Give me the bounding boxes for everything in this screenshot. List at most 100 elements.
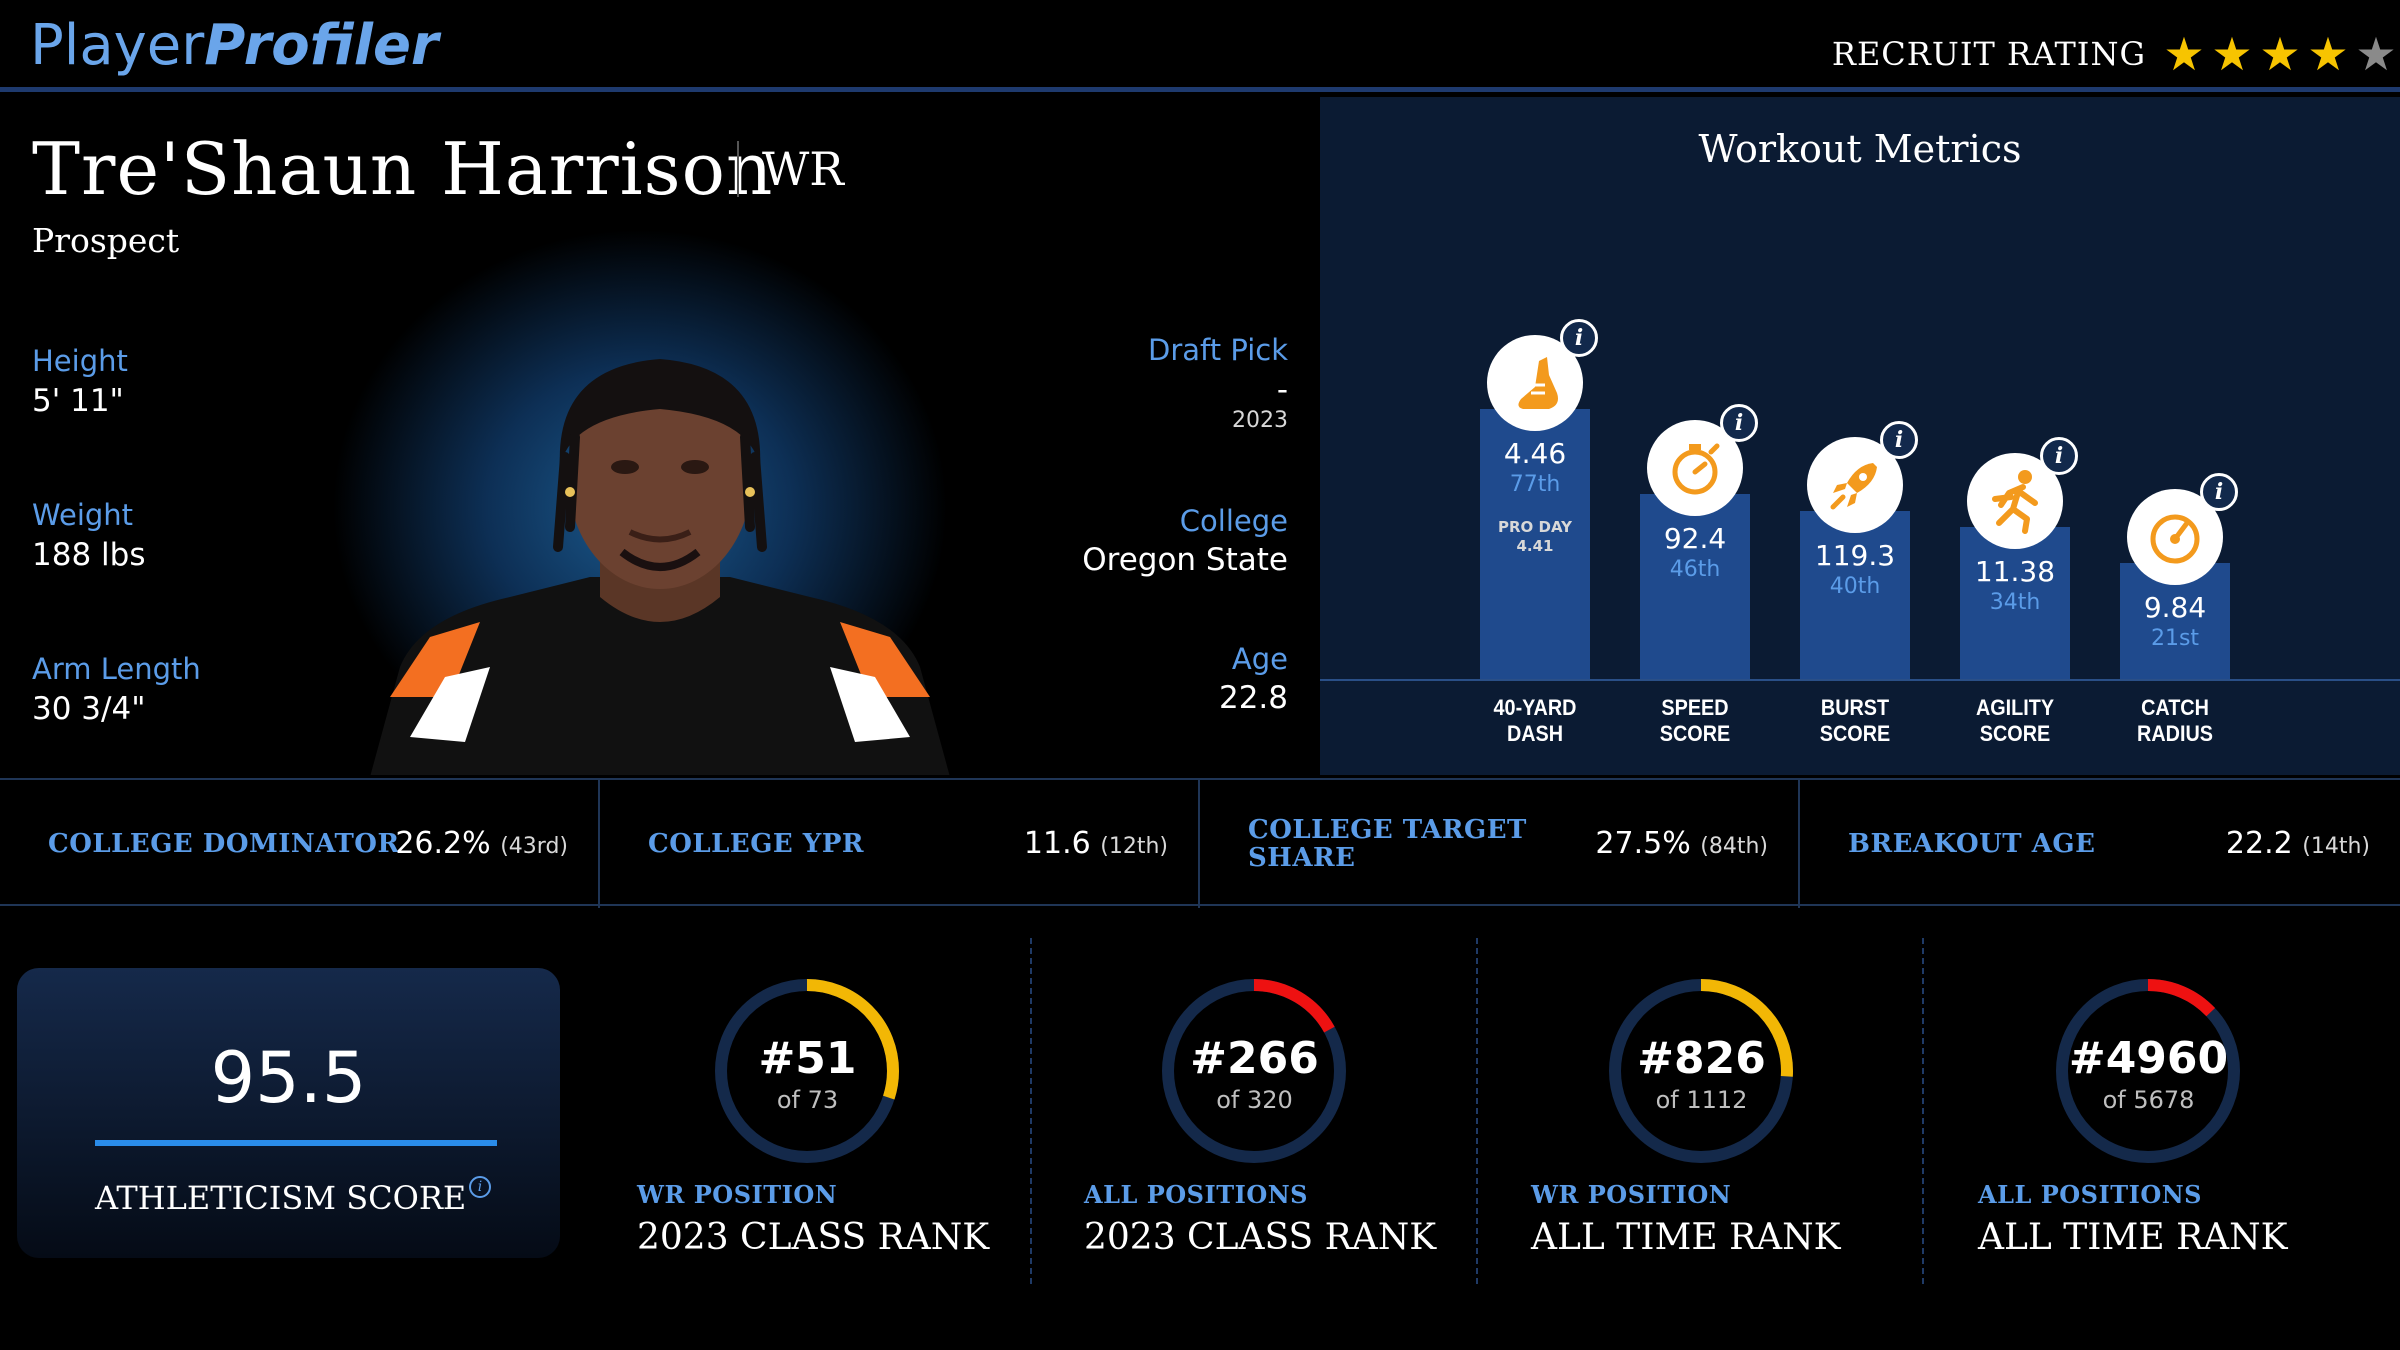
metric-bar xyxy=(1640,494,1750,679)
metric-name: SPEED xyxy=(1661,695,1729,720)
metric-value: 9.84 xyxy=(2143,591,2207,624)
name-position-divider xyxy=(737,141,739,197)
metric-name-line2: SCORE xyxy=(1819,721,1891,746)
info-icon[interactable]: i xyxy=(1560,319,1598,357)
draft-pick-value: - xyxy=(1276,372,1288,408)
stat-cell: COLLEGE YPR 11.6 (12th) xyxy=(600,780,1200,908)
player-status: Prospect xyxy=(32,221,180,260)
arm-length-value: 30 3/4" xyxy=(32,691,146,727)
star-filled-icon: ★ xyxy=(2211,27,2253,81)
metric-name-line2: SCORE xyxy=(1979,721,2051,746)
dashed-divider xyxy=(1476,938,1478,1284)
draft-pick-label: Draft Pick xyxy=(1148,333,1288,367)
rank-progress-ring xyxy=(715,979,899,1163)
stat-value: 27.5% xyxy=(1595,826,1691,861)
info-icon[interactable]: i xyxy=(469,1176,491,1198)
rank-progress-ring xyxy=(1162,979,1346,1163)
rank-block: #826 of 1112 WR POSITION ALL TIME RANK xyxy=(1479,908,1924,1350)
target-icon xyxy=(2150,514,2200,564)
athleticism-score-label: ATHLETICISM SCORE xyxy=(95,1179,467,1217)
height-label: Height xyxy=(32,344,128,378)
stat-rank: (43rd) xyxy=(500,834,568,859)
star-filled-icon: ★ xyxy=(2163,27,2205,81)
metric-value: 4.46 xyxy=(1503,437,1567,470)
star-rating: ★ ★ ★ ★ ★ xyxy=(2160,29,2400,79)
metric-value: 11.38 xyxy=(1974,555,2056,589)
draft-year: 2023 xyxy=(1232,408,1288,433)
logo[interactable]: PlayerProfiler xyxy=(30,14,439,78)
metric-name: BURST xyxy=(1820,695,1890,720)
metric-rank: 34th xyxy=(1989,590,2041,616)
metric-name: CATCH xyxy=(2141,695,2209,720)
info-icon[interactable]: i xyxy=(2200,473,2238,511)
dashed-divider xyxy=(1922,938,1924,1284)
rank-title: 2023 CLASS RANK xyxy=(637,1217,990,1258)
info-icon[interactable]: i xyxy=(2040,437,2078,476)
weight-label: Weight xyxy=(32,498,134,532)
pro-day-value: 4.41 xyxy=(1516,537,1554,555)
rank-number: #826 xyxy=(1637,1033,1766,1084)
metric-bar xyxy=(1800,510,1910,679)
rank-block: #266 of 320 ALL POSITIONS 2023 CLASS RANK xyxy=(1032,908,1477,1350)
college-value: Oregon State xyxy=(1082,542,1288,578)
college-stats-strip: COLLEGE DOMINATOR 26.2% (43rd) COLLEGE YPR… xyxy=(0,778,2400,908)
info-icon[interactable]: i xyxy=(1720,404,1758,443)
age-value: 22.8 xyxy=(1218,680,1288,716)
player-position: WR xyxy=(762,142,844,196)
stat-label: COLLEGE YPR xyxy=(648,829,865,859)
logo-text-player: Player xyxy=(30,13,205,78)
stat-value: 22.2 xyxy=(2225,826,2293,861)
rank-total: of 5678 xyxy=(2102,1086,2195,1114)
stat-value-group: 26.2% (43rd) xyxy=(395,826,568,865)
logo-text-profiler: Profiler xyxy=(204,13,439,78)
star-filled-icon: ★ xyxy=(2307,27,2349,81)
metric-rank: 46th xyxy=(1669,557,1721,583)
athleticism-score-card: 95.5 ATHLETICISM SCORE i xyxy=(17,968,560,1258)
shoe-icon xyxy=(1518,357,1558,409)
rank-title: ALL TIME RANK xyxy=(1531,1217,1841,1258)
pro-day-label: PRO DAY xyxy=(1497,518,1572,536)
metric-rank: 77th xyxy=(1509,472,1561,497)
stat-label: COLLEGE TARGET xyxy=(1248,815,1527,845)
ring-progress-arc xyxy=(2056,979,2240,1163)
rank-progress-ring xyxy=(2056,979,2240,1163)
recruit-rating: RECRUIT RATING ★ ★ ★ ★ ★ xyxy=(1832,20,2400,88)
rank-subtitle: ALL POSITIONS xyxy=(1084,1180,1308,1209)
stat-label: BREAKOUT AGE xyxy=(1848,829,2096,859)
rank-subtitle: WR POSITION xyxy=(637,1180,838,1209)
star-empty-icon: ★ xyxy=(2355,27,2397,81)
ring-progress-arc xyxy=(1609,979,1793,1163)
metric-name-line2: RADIUS xyxy=(2137,721,2213,746)
dashed-divider xyxy=(1030,938,1032,1284)
stat-value-group: 22.2 (14th) xyxy=(2226,826,2370,865)
metric-rank: 21st xyxy=(2150,626,2200,651)
rank-subtitle: ALL POSITIONS xyxy=(1978,1180,2202,1209)
metric-rank: 40th xyxy=(1829,573,1881,599)
metric-name: 40-YARD xyxy=(1493,695,1577,720)
arm-length-label: Arm Length xyxy=(32,652,201,686)
metric-name-line2: DASH xyxy=(1506,721,1564,746)
recruit-rating-label: RECRUIT RATING xyxy=(1831,35,2146,73)
stopwatch-icon xyxy=(1672,443,1720,495)
metric-name: AGILITY xyxy=(1975,695,2055,720)
stat-value: 26.2% xyxy=(395,826,491,861)
rank-title: 2023 CLASS RANK xyxy=(1084,1217,1437,1258)
height-value: 5' 11" xyxy=(32,383,124,419)
stat-cell: BREAKOUT AGE 22.2 (14th) xyxy=(1800,780,2400,908)
stat-cell: COLLEGE TARGET SHARE 27.5% (84th) xyxy=(1200,780,1800,908)
rank-total: of 1112 xyxy=(1655,1086,1748,1114)
metric-bar xyxy=(1480,409,1590,679)
workout-metrics-title: Workout Metrics xyxy=(1698,127,2022,171)
athleticism-score-value: 95.5 xyxy=(210,1037,367,1119)
ring-progress-arc xyxy=(715,979,899,1163)
ring-progress-arc xyxy=(1162,979,1346,1163)
rank-block: #4960 of 5678 ALL POSITIONS ALL TIME RANK xyxy=(1926,908,2371,1350)
info-icon[interactable]: i xyxy=(1880,420,1918,459)
stat-cell: COLLEGE DOMINATOR 26.2% (43rd) xyxy=(0,780,600,908)
stat-label: COLLEGE DOMINATOR xyxy=(48,829,400,859)
stat-value-group: 27.5% (84th) xyxy=(1595,826,1768,865)
star-filled-icon: ★ xyxy=(2259,27,2301,81)
metric-value: 119.3 xyxy=(1814,538,1896,572)
player-name: Tre'Shaun Harrison xyxy=(32,127,774,211)
rank-total: of 320 xyxy=(1216,1086,1293,1114)
